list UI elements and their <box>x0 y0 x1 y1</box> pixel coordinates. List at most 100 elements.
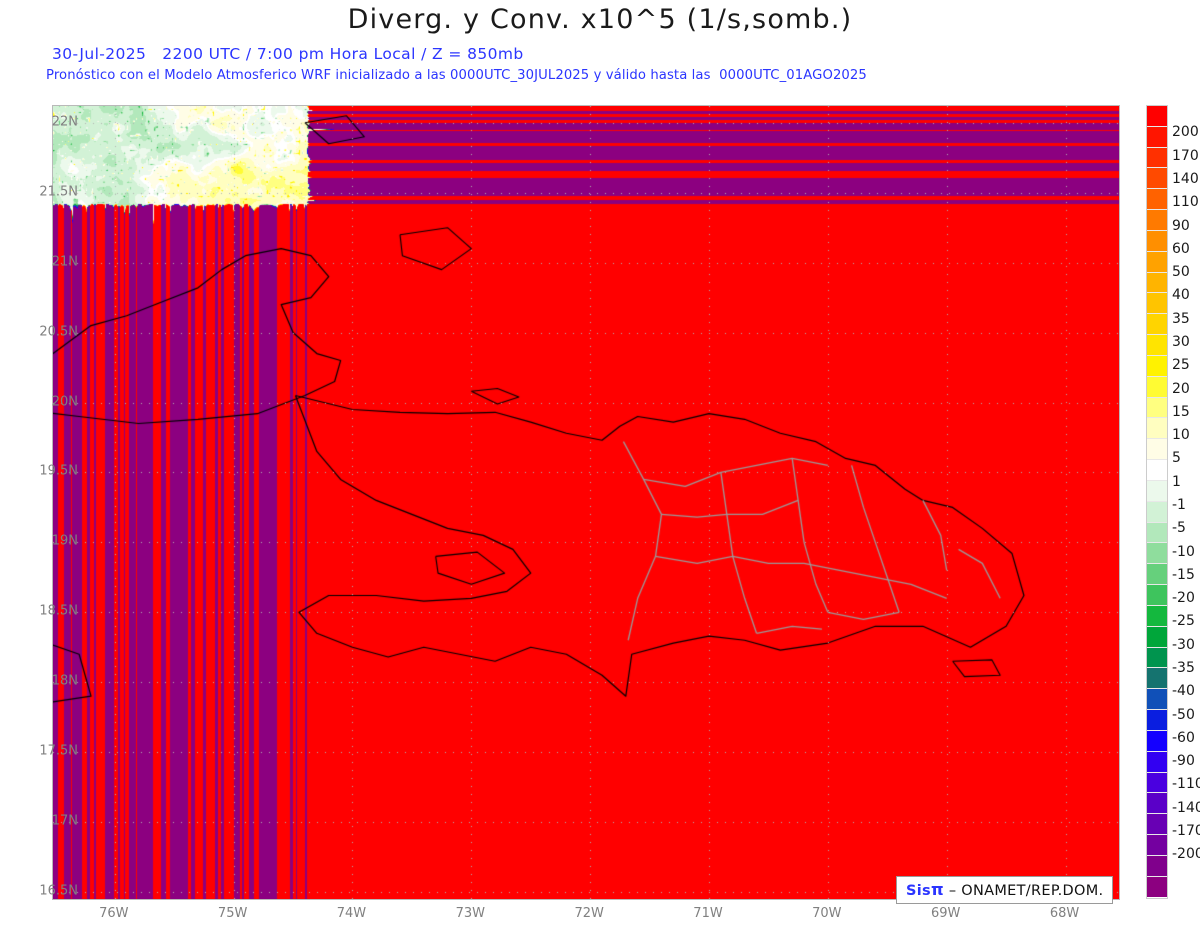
colorbar-label-1: 1 <box>1172 473 1181 490</box>
brand-prefix: Sis <box>906 883 931 899</box>
lat-tick-20N: 20N <box>51 394 78 409</box>
colorbar-label-140: 140 <box>1172 171 1199 188</box>
lon-tick-68W: 68W <box>1049 906 1080 921</box>
lat-tick-17N: 17N <box>51 813 78 829</box>
colorbar-band-6 <box>1147 230 1167 252</box>
colorbar-label-200: 200 <box>1172 124 1199 141</box>
colorbar-label-neg50: -50 <box>1172 706 1195 723</box>
lat-tick-22N: 22N <box>51 114 78 130</box>
colorbar-band-29 <box>1147 710 1167 731</box>
model-run-note: Pronóstico con el Modelo Atmosferico WRF… <box>46 68 867 83</box>
divergence-convergence-field <box>53 106 1119 899</box>
page-title: Diverg. y Conv. x10^5 (1/s,somb.) <box>347 4 853 35</box>
colorbar-band-8 <box>1147 272 1167 294</box>
forecast-valid-time: 30-Jul-2025 2200 UTC / 7:00 pm Hora Loca… <box>52 45 524 63</box>
lat-tick-16.5N: 16.5N <box>39 883 78 899</box>
lon-tick-71W: 71W <box>693 906 723 921</box>
colorbar-label-neg20: -20 <box>1172 590 1195 607</box>
colorbar-band-1 <box>1147 126 1167 148</box>
colorbar-label-60: 60 <box>1172 240 1190 257</box>
colorbar-band-30 <box>1147 730 1167 752</box>
colorbar-band-4 <box>1147 189 1167 211</box>
colorbar-label-50: 50 <box>1172 264 1190 281</box>
lat-tick-18.5N: 18.5N <box>39 603 78 619</box>
colorbar-band-9 <box>1147 293 1167 315</box>
colorbar-label-170: 170 <box>1172 147 1199 164</box>
colorbar-label-neg10: -10 <box>1172 543 1195 560</box>
colorbar-band-32 <box>1147 772 1167 794</box>
colorbar-label-neg5: -5 <box>1172 520 1186 537</box>
colorbar-band-34 <box>1147 814 1167 835</box>
lon-tick-72W: 72W <box>574 906 604 921</box>
colorbar-label-neg140: -140 <box>1172 799 1200 816</box>
lat-tick-19.5N: 19.5N <box>39 463 78 479</box>
colorbar-band-33 <box>1147 793 1167 815</box>
lon-tick-75W: 75W <box>217 906 248 921</box>
colorbar-band-0 <box>1147 106 1167 127</box>
colorbar-band-35 <box>1147 834 1167 856</box>
colorbar-band-27 <box>1147 668 1167 690</box>
colorbar-band-18 <box>1147 480 1167 502</box>
colorbar-band-22 <box>1147 564 1167 586</box>
colorbar-label-neg200: -200 <box>1172 846 1200 863</box>
lon-tick-76W: 76W <box>99 906 129 921</box>
colorbar-band-5 <box>1147 210 1167 231</box>
lat-tick-19N: 19N <box>51 533 78 549</box>
colorbar-band-36 <box>1147 855 1167 877</box>
colorbar-band-20 <box>1147 522 1167 544</box>
colorbar-band-10 <box>1147 314 1167 336</box>
lat-tick-18N: 18N <box>51 673 78 689</box>
lon-tick-73W: 73W <box>455 906 486 921</box>
colorbar-band-7 <box>1147 251 1167 273</box>
colorbar-label-neg40: -40 <box>1172 683 1195 700</box>
colorbar-label-35: 35 <box>1172 310 1190 327</box>
colorbar-label-neg25: -25 <box>1172 613 1195 630</box>
colorbar-band-16 <box>1147 439 1167 461</box>
attribution-badge: Sisπ – ONAMET/REP.DOM. <box>896 876 1114 904</box>
colorbar-band-24 <box>1147 605 1167 627</box>
colorbar-band-17 <box>1147 460 1167 481</box>
colorbar-label-neg110: -110 <box>1172 776 1200 793</box>
agency-label: ONAMET/REP.DOM. <box>961 883 1104 899</box>
colorbar-label-40: 40 <box>1172 287 1190 304</box>
colorbar-band-2 <box>1147 147 1167 169</box>
colorbar-label-10: 10 <box>1172 427 1190 444</box>
colorbar-band-11 <box>1147 335 1167 356</box>
colorbar-label-neg1: -1 <box>1172 497 1186 514</box>
colorbar-label-neg35: -35 <box>1172 660 1195 677</box>
colorbar-label-110: 110 <box>1172 194 1199 211</box>
lat-tick-20.5N: 20.5N <box>39 324 78 340</box>
colorbar-band-26 <box>1147 647 1167 669</box>
colorbar-label-neg60: -60 <box>1172 729 1195 746</box>
colorbar-band-12 <box>1147 355 1167 377</box>
colorbar-label-20: 20 <box>1172 380 1190 397</box>
pi-icon: π <box>930 880 944 899</box>
colorbar-band-15 <box>1147 418 1167 440</box>
colorbar-band-3 <box>1147 168 1167 190</box>
colorbar-band-14 <box>1147 397 1167 419</box>
colorbar-label-25: 25 <box>1172 357 1190 374</box>
colorbar-band-19 <box>1147 501 1167 523</box>
map-plot-area[interactable] <box>52 105 1120 900</box>
colorbar-scale[interactable] <box>1146 105 1168 899</box>
colorbar-band-37 <box>1147 876 1167 898</box>
colorbar-band-28 <box>1147 689 1167 711</box>
colorbar-label-neg170: -170 <box>1172 823 1200 839</box>
colorbar-label-30: 30 <box>1172 334 1190 351</box>
lon-tick-74W: 74W <box>336 906 367 921</box>
colorbar-label-15: 15 <box>1172 403 1190 420</box>
lat-tick-17.5N: 17.5N <box>39 743 78 759</box>
colorbar-band-31 <box>1147 751 1167 773</box>
colorbar-label-neg30: -30 <box>1172 636 1195 653</box>
colorbar-label-neg15: -15 <box>1172 566 1195 583</box>
colorbar-band-23 <box>1147 585 1167 606</box>
logo-separator: – <box>943 883 962 899</box>
lat-tick-21.5N: 21.5N <box>39 184 78 200</box>
colorbar-band-25 <box>1147 626 1167 648</box>
colorbar-label-90: 90 <box>1172 217 1190 234</box>
lat-tick-21N: 21N <box>51 254 78 270</box>
colorbar-band-13 <box>1147 376 1167 398</box>
lon-tick-69W: 69W <box>930 906 961 921</box>
colorbar-label-5: 5 <box>1172 450 1181 467</box>
lon-tick-70W: 70W <box>812 906 842 921</box>
